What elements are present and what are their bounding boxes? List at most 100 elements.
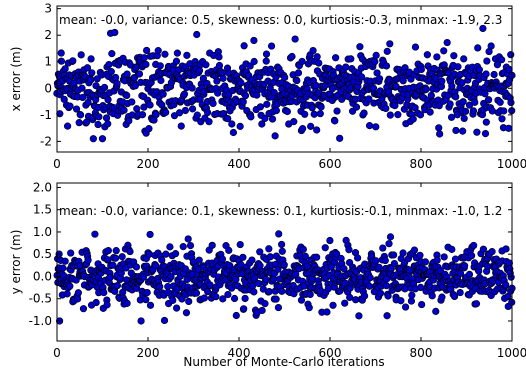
scatter-point (77, 51, 85, 59)
scatter-point (294, 69, 303, 77)
scatter-point (239, 253, 247, 261)
scatter-point (146, 301, 155, 309)
scatter-point (502, 281, 510, 289)
scatter-point (267, 42, 276, 50)
x-tick-label: 400 (228, 157, 251, 171)
scatter-point (411, 43, 420, 51)
scatter-point (228, 120, 236, 128)
scatter-point (283, 107, 291, 116)
x-tick-label: 400 (228, 346, 251, 360)
scatter-point (184, 235, 192, 243)
scatter-point (366, 274, 374, 282)
scatter-point (112, 247, 120, 255)
scatter-point (262, 50, 271, 58)
scatter-point (323, 308, 331, 316)
scatter-point (160, 316, 169, 325)
scatter-point (74, 289, 82, 297)
scatter-point (182, 309, 191, 317)
scatter-point (299, 245, 307, 253)
scatter-point (162, 108, 170, 116)
scatter-point (432, 307, 440, 315)
scatter-point (399, 77, 407, 85)
scatter-point (436, 130, 444, 138)
scatter-point (386, 233, 395, 241)
scatter-point (72, 105, 81, 113)
scatter-point (57, 49, 65, 57)
scatter-point (179, 243, 187, 251)
scatter-point (166, 243, 174, 251)
scatter-point (438, 293, 446, 301)
x-tick-label: 0 (53, 157, 61, 171)
scatter-point (483, 57, 491, 65)
scatter-point (104, 246, 112, 255)
scatter-point (104, 120, 112, 128)
scatter-point (438, 77, 446, 85)
scatter-point (405, 266, 414, 274)
scatter-point (333, 107, 341, 115)
plot-frame (56, 5, 513, 153)
x-tick-label: 200 (137, 157, 160, 171)
scatter-point (281, 73, 289, 82)
scatter-point (135, 70, 144, 78)
scatter-point (336, 134, 344, 142)
scatter-point (456, 288, 464, 297)
stats-annotation-y-error: mean: -0.0, variance: 0.1, skewness: 0.1… (59, 204, 502, 218)
scatter-point (470, 241, 478, 250)
scatter-point (113, 79, 121, 88)
scatter-point (159, 90, 167, 98)
scatter-point (275, 230, 283, 238)
scatter-point (469, 107, 478, 115)
scatter-point (100, 288, 108, 297)
scatter-point (435, 124, 443, 132)
scatter-point (63, 122, 72, 130)
scatter-point (137, 317, 145, 325)
scatter-point (63, 290, 71, 298)
scatter-point (490, 70, 498, 79)
scatter-point (250, 36, 258, 45)
scatter-point (204, 108, 212, 117)
y-tick-label: -2 (40, 134, 52, 148)
scatter-point (459, 127, 467, 135)
scatter-point (232, 311, 240, 320)
scatter-point (195, 66, 204, 75)
scatter-point (418, 300, 426, 309)
scatter-point (173, 304, 181, 312)
scatter-point (390, 259, 399, 268)
scatter-point (332, 54, 340, 62)
scatter-point (261, 114, 269, 122)
scatter-point (386, 40, 394, 48)
scatter-point (193, 30, 201, 39)
scatter-point (145, 125, 153, 133)
scatter-point (299, 125, 307, 133)
scatter-point (158, 256, 166, 264)
scatter-point (416, 251, 424, 259)
scatter-point (265, 245, 273, 253)
scatter-point (291, 35, 299, 43)
scatter-point (79, 305, 88, 313)
scatter-point (57, 57, 65, 65)
scatter-point (433, 53, 441, 61)
y-tick-label: 0.5 (33, 247, 52, 261)
scatter-point (161, 50, 169, 58)
scatter-point (482, 118, 490, 126)
scatter-point (262, 57, 270, 65)
scatter-point (278, 247, 286, 255)
y-tick-label: 0 (44, 81, 52, 95)
scatter-point (471, 98, 479, 106)
scatter-point (459, 98, 467, 106)
scatter-point (408, 291, 416, 299)
scatter-point (66, 102, 74, 110)
scatter-point (450, 292, 459, 301)
scatter-point (226, 262, 234, 270)
scatter-point (218, 255, 227, 263)
scatter-point (428, 292, 436, 300)
scatter-point (123, 299, 131, 307)
scatter-point (288, 52, 296, 61)
scatter-point (225, 91, 233, 99)
scatter-point (241, 294, 249, 303)
scatter-point (225, 246, 233, 254)
scatter-point (214, 89, 222, 97)
scatter-point (241, 92, 250, 100)
scatter-point (237, 79, 245, 87)
scatter-point (383, 47, 391, 55)
